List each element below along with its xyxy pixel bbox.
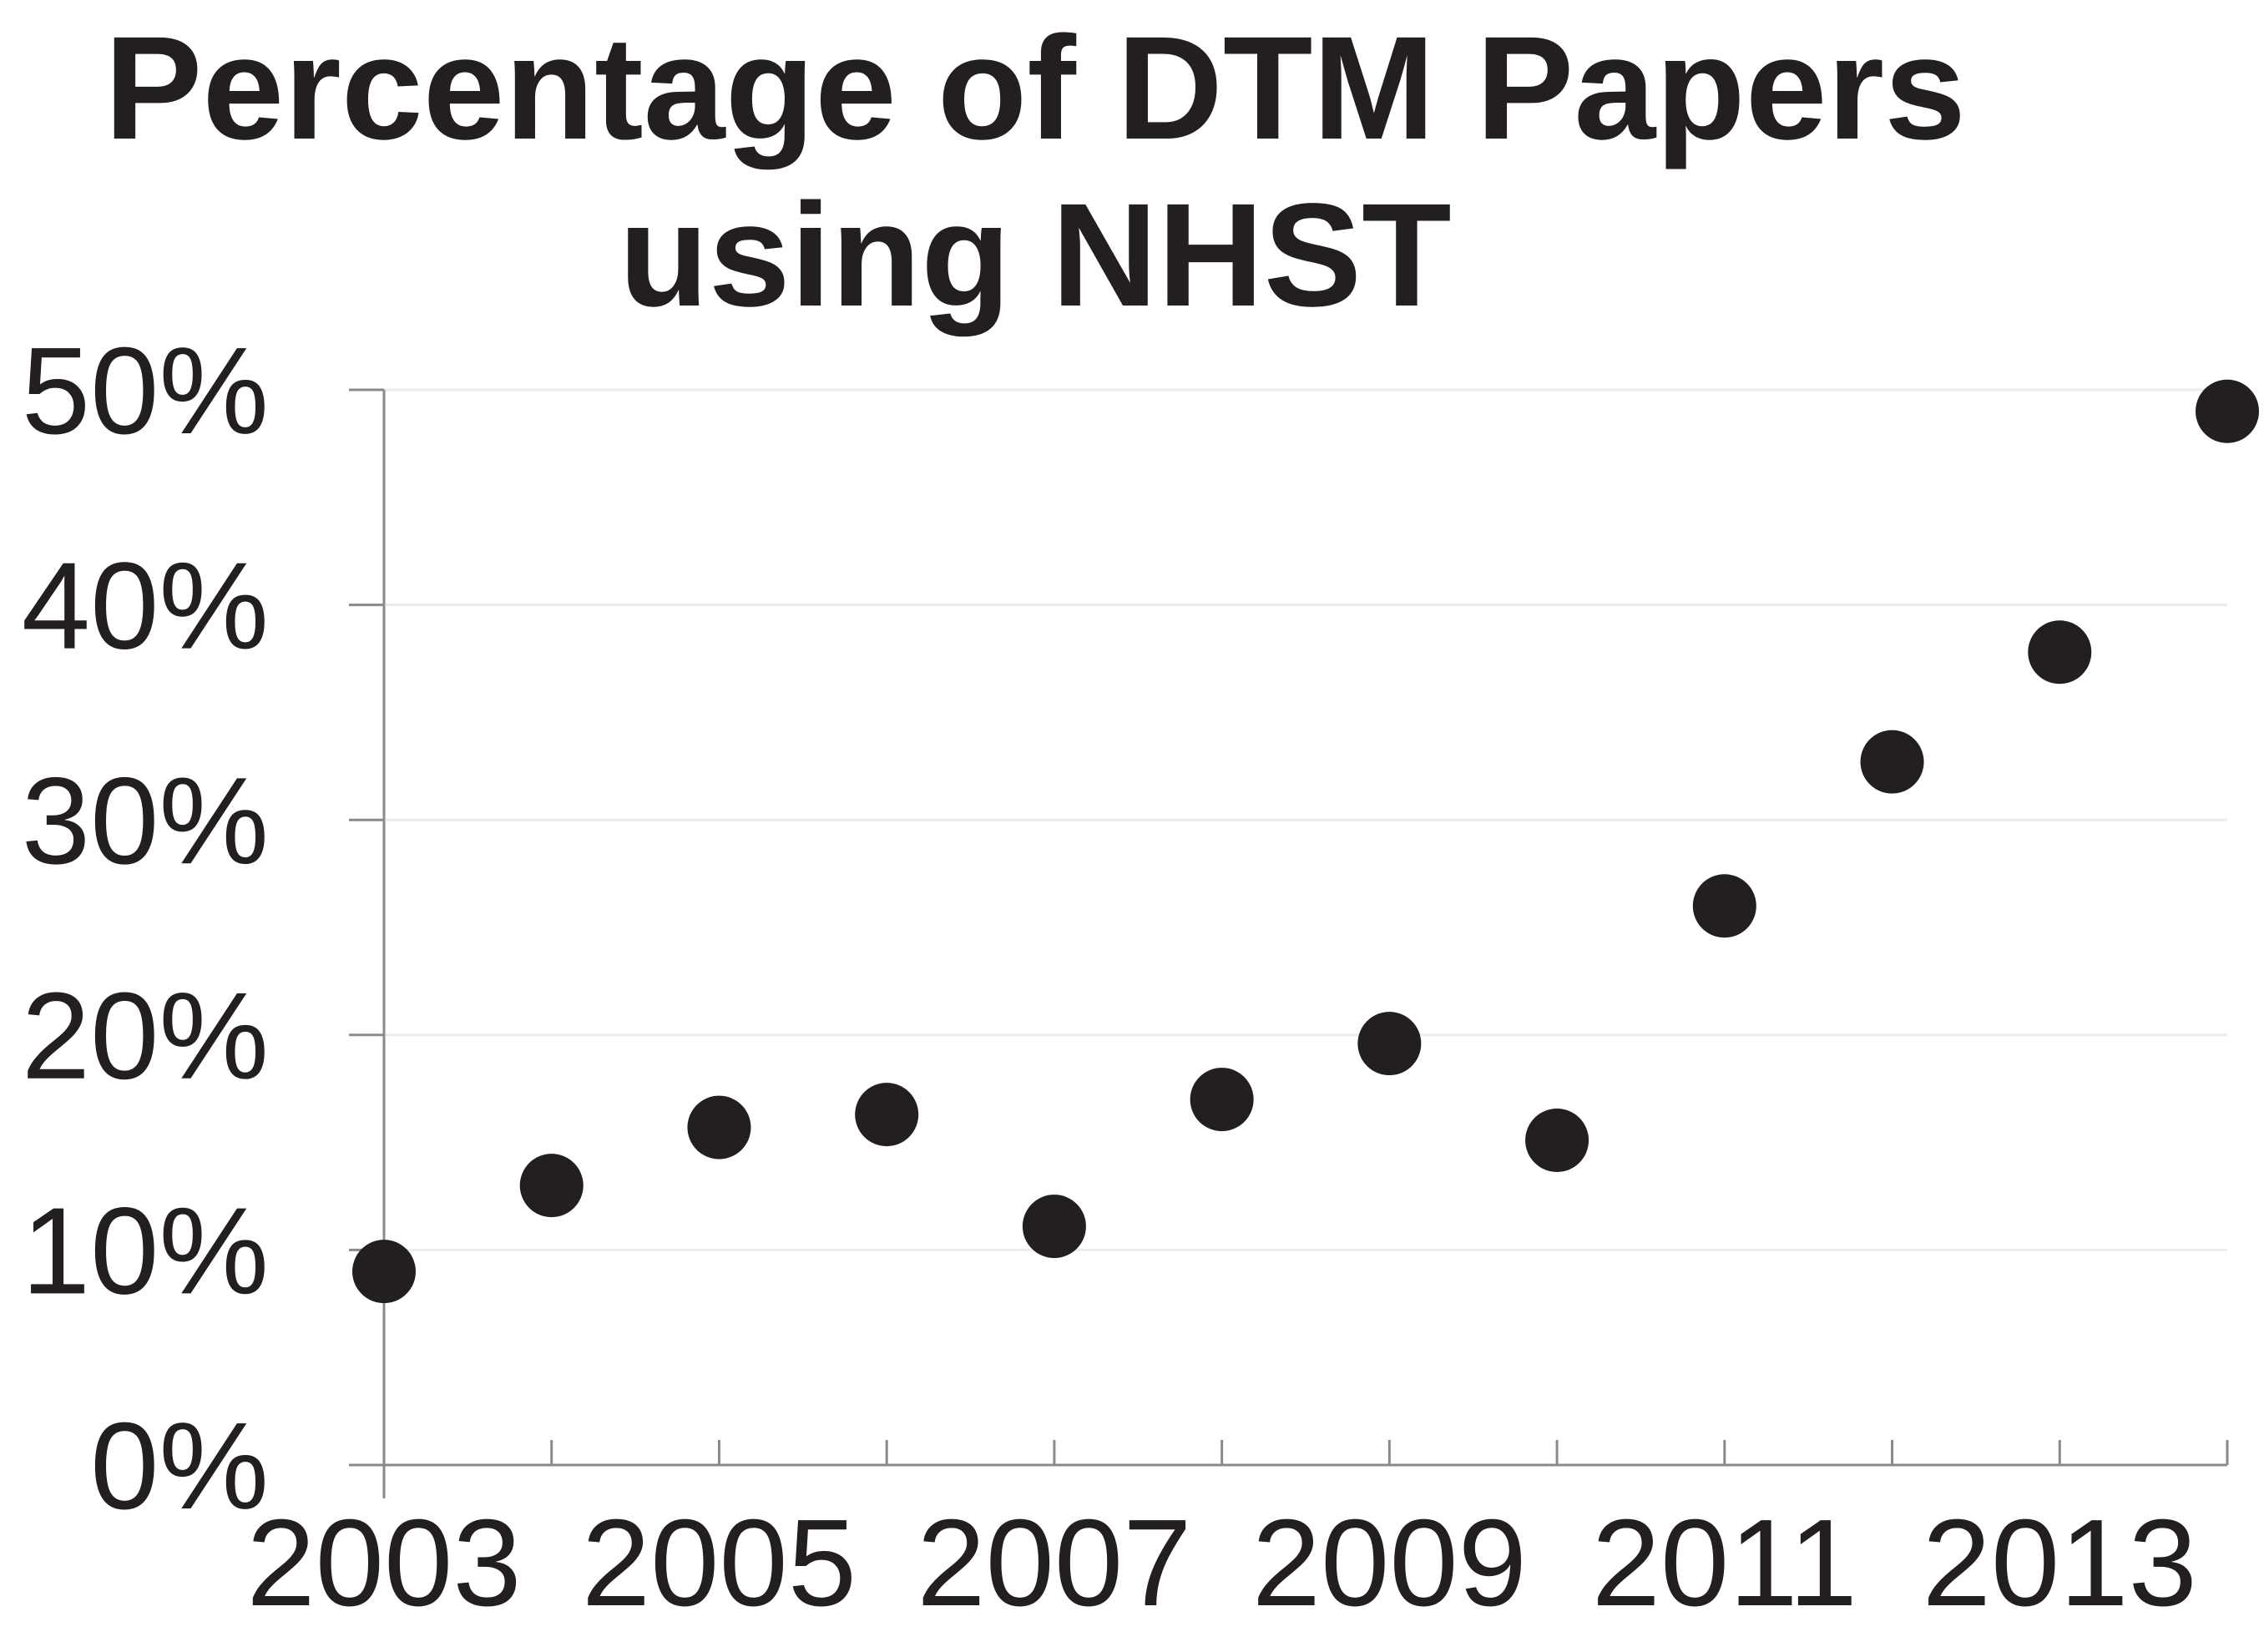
data-point xyxy=(687,1095,751,1159)
x-tick-label: 2007 xyxy=(917,1494,1191,1632)
data-point xyxy=(1525,1109,1589,1173)
data-point xyxy=(855,1083,919,1147)
chart-title-line-1: Percentage of DTM Papers xyxy=(104,7,1966,170)
y-tick-labels: 0% 10% 20% 30% 40% 50% xyxy=(22,322,269,1535)
data-point xyxy=(519,1154,584,1218)
y-tick-label: 40% xyxy=(22,538,269,675)
x-tick-label: 2013 xyxy=(1923,1494,2197,1632)
gridlines xyxy=(384,388,2227,1251)
data-point xyxy=(1022,1195,1086,1259)
data-points xyxy=(352,379,2259,1304)
x-tick-label: 2009 xyxy=(1252,1494,1527,1632)
y-tick-label: 10% xyxy=(22,1182,269,1320)
data-point xyxy=(2196,379,2259,443)
data-point xyxy=(1357,1012,1422,1076)
data-point xyxy=(1860,730,1924,794)
x-tick-labels: 2003 2005 2007 2009 2011 2013 xyxy=(246,1494,2197,1632)
data-point xyxy=(2028,620,2092,685)
x-tick-label: 2011 xyxy=(1592,1494,1857,1632)
data-point xyxy=(1190,1068,1254,1132)
data-point xyxy=(352,1240,416,1304)
y-tick-label: 0% xyxy=(90,1397,269,1535)
y-tick-label: 30% xyxy=(22,752,269,890)
chart-title: Percentage of DTM Papers using NHST xyxy=(0,0,2070,339)
chart-title-line-2: using NHST xyxy=(619,174,1452,337)
axes xyxy=(349,388,2229,1498)
x-tick-label: 2003 xyxy=(246,1494,521,1632)
data-point xyxy=(1692,874,1756,938)
y-tick-label: 50% xyxy=(22,322,269,460)
x-tick-label: 2005 xyxy=(582,1494,857,1632)
y-tick-label: 20% xyxy=(22,967,269,1105)
